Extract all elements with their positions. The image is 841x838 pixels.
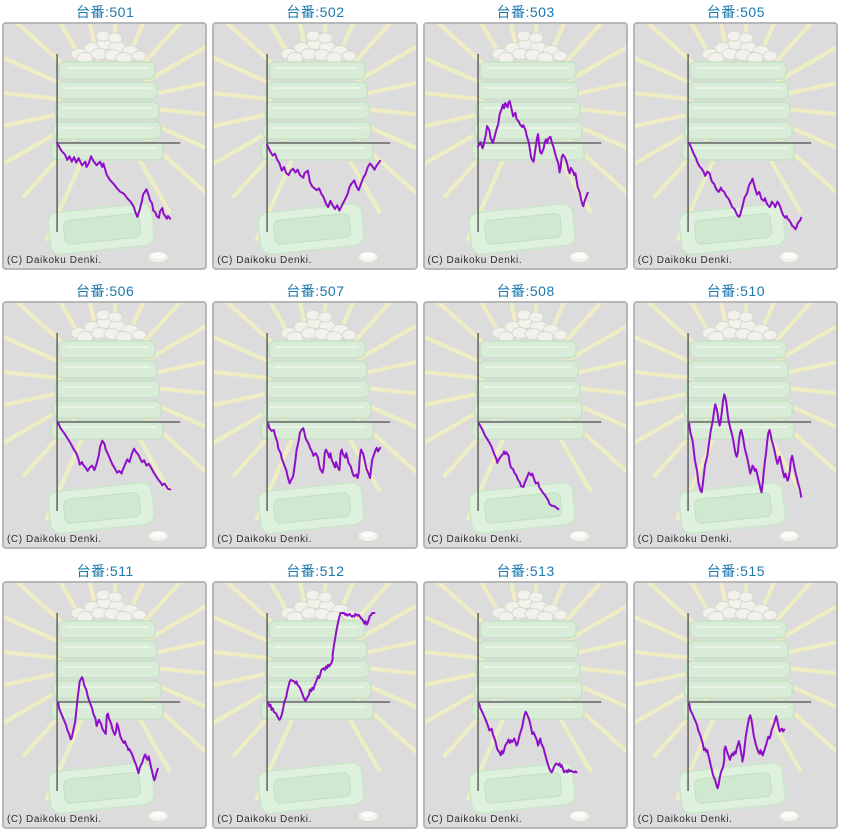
slump-chart xyxy=(635,303,836,547)
machine-panel: 台番:510 (C) Daikoku Denki. xyxy=(631,279,841,558)
slump-chart xyxy=(635,24,836,268)
copyright-label: (C) Daikoku Denki. xyxy=(217,255,312,266)
machine-title-link[interactable]: 台番:503 xyxy=(496,4,555,20)
machine-slump-graph[interactable]: (C) Daikoku Denki. xyxy=(422,301,628,550)
copyright-label: (C) Daikoku Denki. xyxy=(637,255,733,266)
slump-chart xyxy=(4,303,205,547)
machine-title-link[interactable]: 台番:502 xyxy=(286,4,345,20)
copyright-label: (C) Daikoku Denki. xyxy=(427,534,523,546)
slump-chart xyxy=(425,583,626,827)
machine-panel: 台番:515 (C) Daikoku Denki. xyxy=(631,559,841,838)
copyright-label: (C) Daikoku Denki. xyxy=(7,255,102,266)
machine-panel: 台番:511 (C) Daikoku Denki. xyxy=(0,559,210,838)
machine-slump-graph[interactable]: (C) Daikoku Denki. xyxy=(2,22,208,270)
slump-chart xyxy=(425,303,626,547)
slump-chart xyxy=(214,583,415,827)
slump-chart xyxy=(214,24,415,268)
machine-title-link[interactable]: 台番:501 xyxy=(76,4,135,20)
slump-line xyxy=(57,675,159,781)
machine-panel: 台番:512 (C) Daikoku Denki. xyxy=(210,559,420,838)
machine-slump-graph[interactable]: (C) Daikoku Denki. xyxy=(2,301,208,550)
copyright-label: (C) Daikoku Denki. xyxy=(217,813,312,825)
slump-line xyxy=(687,702,786,789)
copyright-label: (C) Daikoku Denki. xyxy=(7,534,102,546)
machine-slump-graph[interactable]: (C) Daikoku Denki. xyxy=(212,580,418,829)
slump-line xyxy=(267,611,376,721)
machine-slump-graph[interactable]: (C) Daikoku Denki. xyxy=(422,580,628,829)
slump-line xyxy=(476,100,589,208)
machine-panel: 台番:503 (C) Daikoku Denki. xyxy=(421,0,631,279)
copyright-label: (C) Daikoku Denki. xyxy=(637,534,733,546)
slump-line xyxy=(56,142,172,220)
slump-chart xyxy=(4,24,205,268)
machine-slump-graph[interactable]: (C) Daikoku Denki. xyxy=(212,301,418,550)
copyright-label: (C) Daikoku Denki. xyxy=(217,534,312,546)
machine-slump-graph[interactable]: (C) Daikoku Denki. xyxy=(422,22,628,270)
machine-panel: 台番:501 (C) Daikoku Denki. xyxy=(0,0,210,279)
copyright-label: (C) Daikoku Denki. xyxy=(7,813,102,825)
slump-line xyxy=(57,422,172,491)
machine-title-link[interactable]: 台番:512 xyxy=(286,562,345,579)
machine-title-link[interactable]: 台番:513 xyxy=(496,562,555,579)
machine-title-link[interactable]: 台番:510 xyxy=(706,283,765,300)
machine-slump-graph[interactable]: (C) Daikoku Denki. xyxy=(632,580,838,829)
machine-panel: 台番:502 (C) Daikoku Denki. xyxy=(210,0,420,279)
machine-panel: 台番:513 (C) Daikoku Denki. xyxy=(421,559,631,838)
machine-title-link[interactable]: 台番:505 xyxy=(706,4,765,20)
slump-line xyxy=(477,702,577,773)
copyright-label: (C) Daikoku Denki. xyxy=(427,813,523,825)
machine-slump-graph[interactable]: (C) Daikoku Denki. xyxy=(212,22,418,270)
slump-chart xyxy=(425,24,626,268)
machine-title-link[interactable]: 台番:507 xyxy=(286,283,345,300)
machine-title-link[interactable]: 台番:511 xyxy=(76,562,134,579)
slump-chart xyxy=(214,303,415,547)
slump-line xyxy=(477,423,559,511)
slump-line xyxy=(266,143,382,212)
machine-panel: 台番:506 (C) Daikoku Denki. xyxy=(0,279,210,558)
slump-chart xyxy=(635,583,836,827)
copyright-label: (C) Daikoku Denki. xyxy=(427,255,523,266)
machine-slump-graph[interactable]: (C) Daikoku Denki. xyxy=(2,580,208,829)
slump-chart xyxy=(4,583,205,827)
slump-line xyxy=(687,393,802,499)
machine-panel: 台番:508 (C) Daikoku Denki. xyxy=(421,279,631,558)
copyright-label: (C) Daikoku Denki. xyxy=(637,813,733,825)
machine-slump-graph[interactable]: (C) Daikoku Denki. xyxy=(632,22,838,270)
machine-panel: 台番:507 (C) Daikoku Denki. xyxy=(210,279,420,558)
slump-line xyxy=(267,423,382,485)
machine-title-link[interactable]: 台番:515 xyxy=(706,562,765,579)
slump-line xyxy=(687,142,802,231)
machine-slump-graph[interactable]: (C) Daikoku Denki. xyxy=(632,301,838,550)
machine-title-link[interactable]: 台番:506 xyxy=(76,283,135,300)
machine-title-link[interactable]: 台番:508 xyxy=(496,283,555,300)
machine-panel: 台番:505 (C) Daikoku Denki. xyxy=(631,0,841,279)
